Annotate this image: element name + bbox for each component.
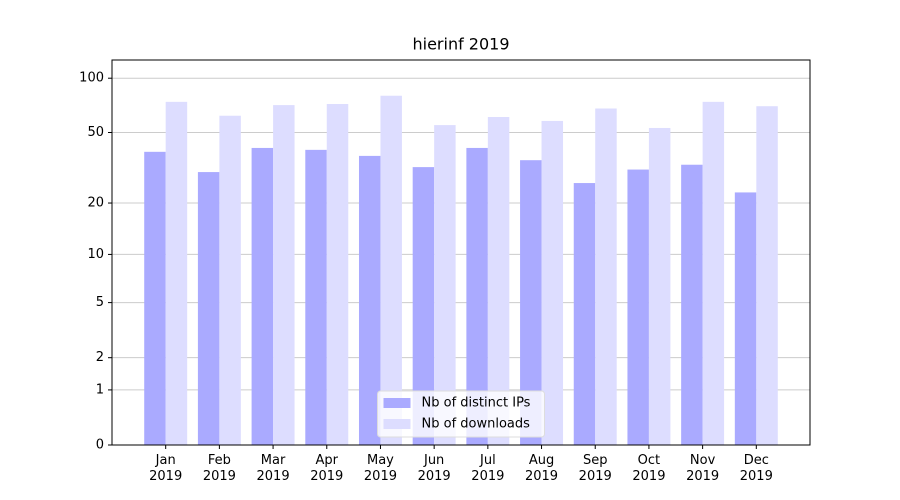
y-tick-label: 1	[96, 382, 104, 397]
x-tick-label: Feb 2019	[202, 453, 236, 484]
y-tick-label: 10	[87, 247, 104, 262]
y-tick-label: 50	[87, 125, 104, 140]
legend-box	[377, 390, 545, 438]
y-tick-label: 20	[87, 196, 104, 211]
y-tick-label: 5	[96, 295, 104, 310]
legend-swatch	[383, 398, 411, 408]
bar	[702, 101, 725, 446]
chart-title: hierinf 2019	[412, 35, 509, 54]
bar	[520, 160, 542, 446]
bar	[412, 167, 435, 445]
bar	[380, 95, 402, 445]
x-tick-label: Aug 2019	[524, 453, 559, 484]
x-tick-label: Mar 2019	[256, 453, 290, 484]
bar	[197, 172, 220, 445]
bar	[648, 127, 671, 445]
bar	[144, 151, 166, 445]
y-tick-label: 100	[79, 71, 104, 86]
bar	[326, 104, 349, 445]
legend-swatch	[383, 419, 411, 429]
bar	[756, 106, 778, 445]
bar	[541, 120, 564, 445]
bar	[358, 155, 381, 445]
x-tick-label: Jun 2019	[417, 453, 451, 484]
x-tick-label: Sep 2019	[578, 453, 612, 484]
bar	[219, 115, 241, 445]
x-tick-label: Apr 2019	[310, 453, 344, 484]
legend-label: Nb of distinct IPs	[422, 396, 531, 411]
y-tick-label: 0	[96, 438, 104, 453]
bar	[627, 169, 649, 445]
bar	[305, 149, 327, 445]
legend-label: Nb of downloads	[422, 417, 531, 432]
x-tick-label: Jul 2019	[471, 453, 505, 484]
bar	[434, 125, 456, 445]
bar	[165, 101, 188, 446]
x-tick-label: Dec 2019	[739, 453, 773, 484]
plot-frame	[111, 59, 811, 446]
bar	[734, 192, 757, 445]
y-tick-label: 2	[96, 350, 104, 365]
bar	[595, 108, 617, 446]
bar	[466, 147, 488, 445]
bar	[273, 105, 295, 446]
bar	[681, 164, 703, 445]
bar	[251, 147, 274, 445]
x-tick-label: Jan 2019	[149, 453, 183, 484]
x-tick-label: Nov 2019	[686, 453, 720, 484]
bar	[573, 183, 596, 445]
x-tick-label: Oct 2019	[632, 453, 666, 484]
bar	[487, 116, 510, 445]
x-tick-label: May 2019	[363, 453, 397, 484]
